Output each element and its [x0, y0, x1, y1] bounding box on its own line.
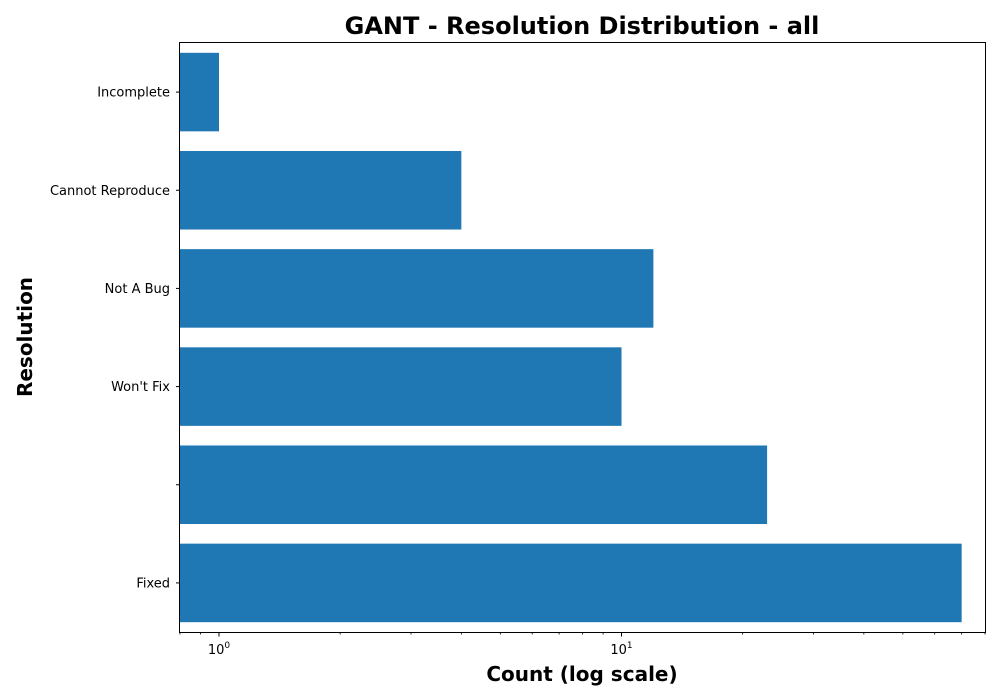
chart-title: GANT - Resolution Distribution - all — [345, 12, 820, 40]
y-tick-label: Fixed — [136, 576, 170, 591]
y-tick-label: Incomplete — [97, 86, 170, 101]
bar — [180, 543, 962, 623]
x-tick-label: 101 — [610, 641, 632, 658]
bar — [180, 249, 654, 328]
y-axis-label: Resolution — [13, 277, 37, 397]
y-tick-label: Won't Fix — [111, 380, 170, 395]
y-tick-label: Cannot Reproduce — [50, 184, 170, 199]
y-axis: Fixed Won't Fix Not A Bug Cannot Reproduce I… — [50, 86, 180, 591]
x-tick-label: 100 — [208, 641, 231, 658]
bar — [180, 52, 220, 132]
x-axis-label: Count (log scale) — [486, 662, 677, 686]
bar — [180, 445, 768, 525]
x-axis: 100 101 — [179, 632, 986, 658]
bars-layer — [180, 52, 962, 623]
y-tick-label: Not A Bug — [105, 282, 170, 297]
bar — [180, 150, 462, 230]
bar — [180, 347, 622, 426]
